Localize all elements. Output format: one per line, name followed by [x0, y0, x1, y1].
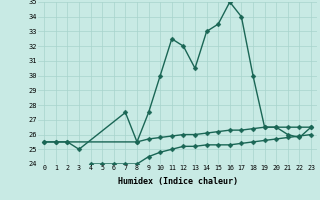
X-axis label: Humidex (Indice chaleur): Humidex (Indice chaleur) — [118, 177, 238, 186]
